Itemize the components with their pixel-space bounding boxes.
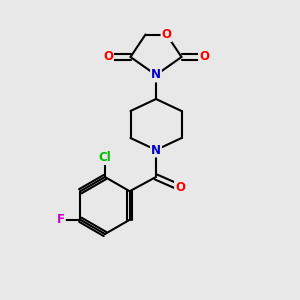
- Text: O: O: [199, 50, 209, 64]
- Text: N: N: [151, 68, 161, 82]
- Text: F: F: [57, 213, 65, 226]
- Text: O: O: [161, 28, 172, 41]
- Text: Cl: Cl: [99, 151, 111, 164]
- Text: O: O: [103, 50, 113, 64]
- Text: N: N: [151, 143, 161, 157]
- Text: O: O: [175, 181, 185, 194]
